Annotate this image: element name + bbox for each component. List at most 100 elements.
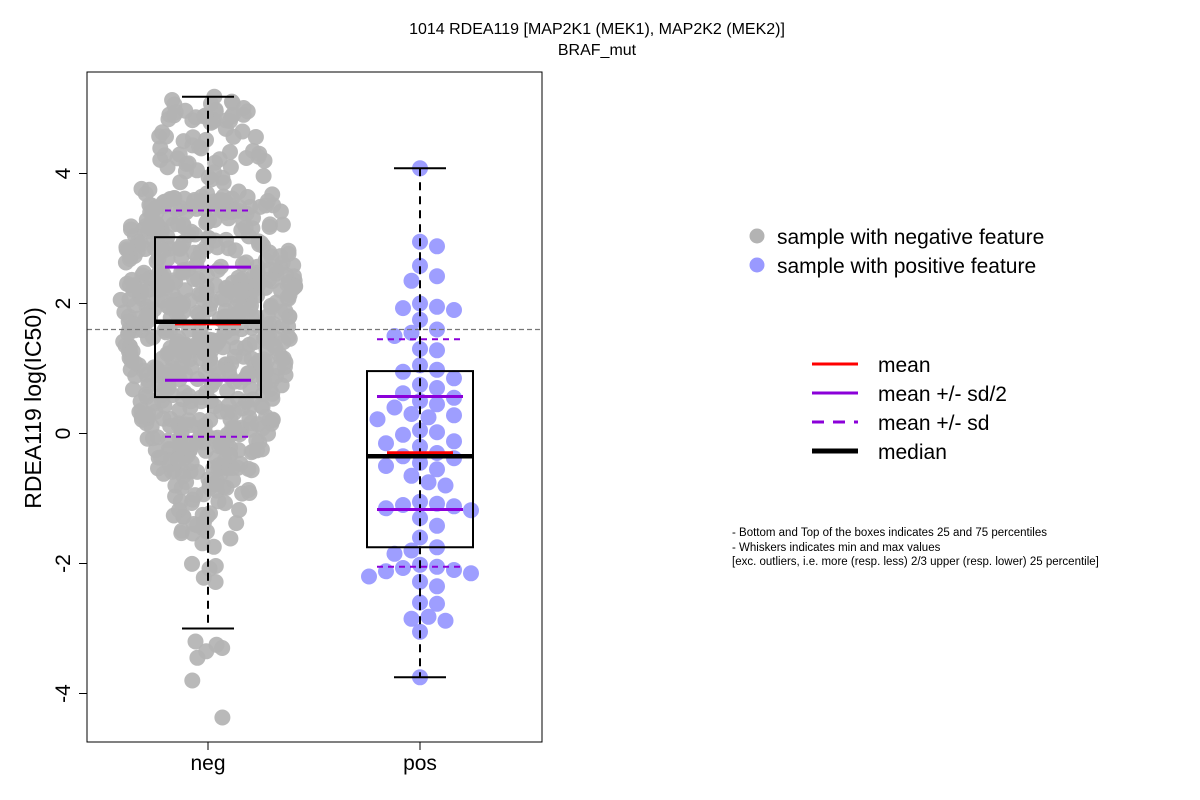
neg-point [159, 250, 176, 267]
pos-point [429, 461, 445, 478]
pos-point [403, 406, 420, 422]
neg-point [247, 129, 264, 145]
neg-point [184, 555, 200, 572]
neg-point [214, 640, 231, 656]
neg-point [202, 196, 219, 213]
pos-point [412, 510, 428, 526]
neg-point [280, 328, 297, 345]
pos-point [420, 474, 437, 491]
neg-point [220, 362, 237, 379]
neg-point [225, 128, 242, 145]
y-tick-label: -4 [52, 684, 75, 703]
pos-point [429, 424, 445, 441]
note-line-1: - Bottom and Top of the boxes indicates … [732, 527, 1047, 539]
neg-point [177, 163, 194, 180]
neg-point [218, 280, 235, 297]
neg-point [177, 282, 194, 299]
pos-point [446, 562, 462, 578]
note-line-3: [exc. outliers, i.e. more (resp. less) 2… [732, 556, 1099, 568]
pos-point [403, 272, 420, 289]
neg-point [209, 360, 225, 377]
pos-point [395, 560, 411, 576]
pos-point [429, 380, 445, 396]
neg-point [235, 348, 252, 365]
chart-subtitle: BRAF_mut [558, 42, 637, 59]
pos-point [403, 324, 420, 341]
neg-point [235, 214, 252, 231]
neg-point [188, 200, 205, 217]
pos-point [420, 608, 437, 625]
pos-point [429, 298, 445, 315]
neg-point [149, 236, 166, 253]
pos-point [386, 545, 403, 562]
y-tick-label: 4 [52, 167, 75, 179]
neg-point [172, 240, 189, 257]
neg-point [220, 210, 237, 227]
neg-point [148, 215, 165, 232]
neg-point [195, 514, 212, 531]
neg-point [238, 393, 255, 410]
pos-box [366, 370, 474, 549]
legend-halfsd-label: mean +/- sd/2 [878, 383, 1007, 406]
neg-point [155, 198, 172, 214]
neg-point [118, 239, 135, 256]
pos-point [378, 458, 394, 474]
neg-point [213, 403, 230, 420]
x-tick-label: neg [190, 752, 225, 775]
neg-point [257, 364, 274, 381]
pos-point [437, 612, 454, 629]
legend-median-label: median [878, 441, 947, 464]
pos-point [412, 422, 428, 439]
legend-neg-marker [749, 228, 765, 244]
neg-point [228, 515, 245, 532]
neg-point [262, 216, 278, 233]
neg-point [209, 239, 226, 256]
neg-point [232, 455, 249, 472]
neg-point [260, 425, 276, 442]
neg-point [133, 236, 149, 252]
pos-point [412, 257, 428, 274]
neg-point [226, 419, 242, 436]
neg-point [198, 214, 215, 231]
neg-point [222, 159, 239, 176]
pos-point [412, 341, 428, 357]
neg-point [148, 360, 165, 377]
neg-point [207, 476, 224, 493]
neg-point [198, 131, 214, 148]
neg-point [180, 227, 197, 244]
pos-point [378, 563, 394, 580]
neg-point [215, 174, 232, 191]
neg-point [173, 525, 190, 542]
neg-point [155, 465, 172, 482]
pos-point [463, 565, 479, 582]
neg-point [216, 324, 233, 341]
pos-point [446, 370, 462, 387]
neg-point [217, 302, 234, 319]
neg-point [183, 495, 200, 511]
neg-point [189, 649, 206, 666]
pos-point [446, 407, 462, 424]
axis-layer: -4 -2 0 2 4 neg pos [52, 167, 437, 775]
neg-point [159, 159, 176, 176]
chart-title: 1014 RDEA119 [MAP2K1 (MEK1), MAP2K2 (MEK… [409, 21, 785, 38]
neg-point [187, 338, 204, 355]
neg-point [171, 146, 188, 163]
legend: sample with negative feature sample with… [749, 226, 1044, 464]
neg-point [175, 295, 192, 312]
notes: - Bottom and Top of the boxes indicates … [732, 527, 1099, 568]
pos-point [395, 385, 411, 402]
neg-point [239, 103, 256, 120]
neg-point [147, 442, 164, 459]
pos-point [429, 342, 445, 359]
pos-point [412, 493, 428, 510]
pos-point [395, 426, 411, 443]
pos-point [403, 467, 420, 484]
neg-point [165, 272, 182, 289]
neg-point [145, 329, 162, 346]
pos-point [429, 361, 445, 378]
pos-point [463, 502, 479, 519]
neg-point [190, 249, 207, 266]
neg-point [286, 278, 303, 295]
neg-point [206, 164, 222, 181]
